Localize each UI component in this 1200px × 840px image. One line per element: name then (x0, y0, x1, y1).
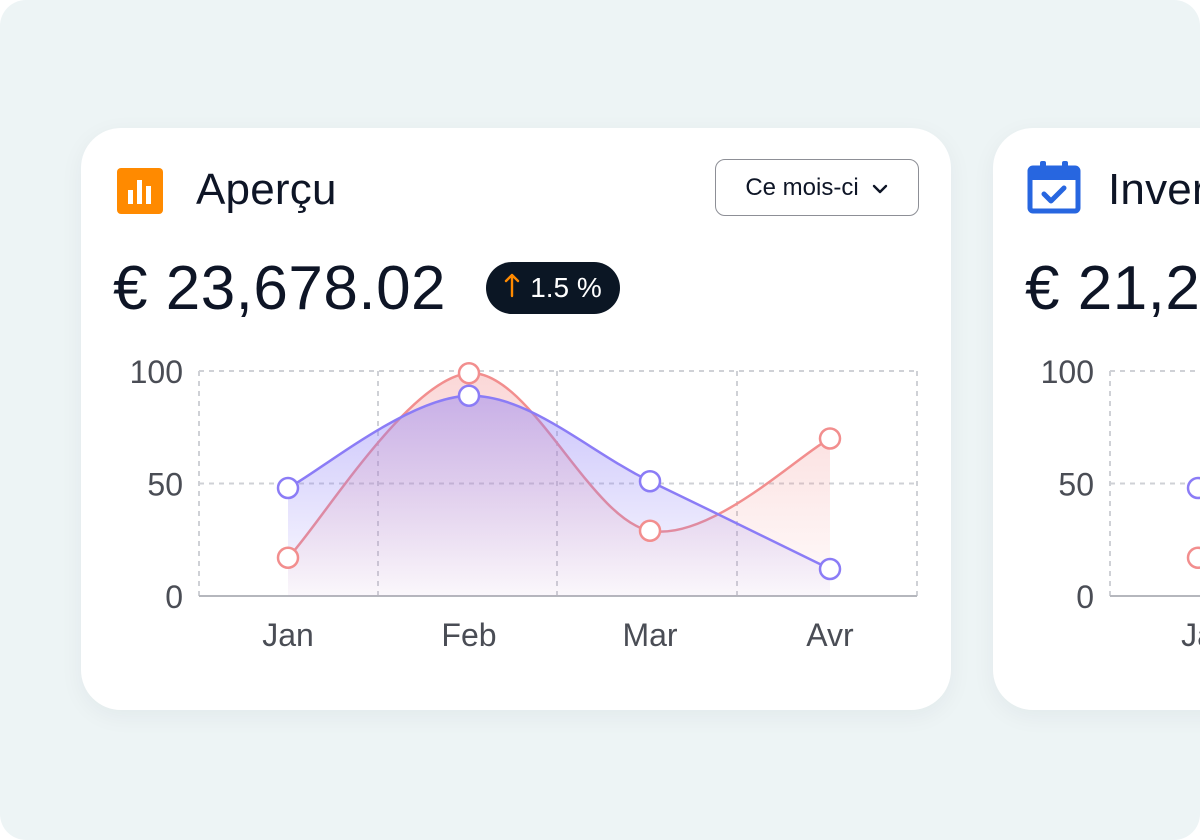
y-tick-label: 50 (1058, 467, 1094, 503)
card-title: Inver (1108, 165, 1200, 214)
arrow-up-icon (504, 272, 520, 305)
y-tick-label: 100 (130, 358, 183, 390)
x-tick-label: Feb (441, 617, 496, 653)
series-area (288, 395, 830, 596)
data-point (818, 557, 842, 581)
data-point (457, 362, 481, 385)
data-point (818, 427, 842, 450)
overview-card: Aperçu Ce mois-ci € 23,678.02 1.5 % 0 50 1… (81, 128, 951, 710)
y-tick-label: 0 (165, 579, 183, 615)
data-point (276, 546, 300, 569)
period-dropdown-label: Ce mois-ci (745, 173, 859, 201)
calendar-check-icon (1027, 160, 1081, 214)
x-tick-label: Ja (1181, 617, 1200, 653)
bar-chart-icon (117, 168, 163, 214)
chevron-down-icon (871, 174, 889, 202)
data-point (1186, 546, 1200, 569)
data-point (276, 476, 300, 500)
data-point (638, 470, 662, 493)
card-title: Aperçu (196, 165, 337, 214)
x-tick-label: Mar (622, 617, 677, 653)
total-amount: € 23,678.02 (113, 254, 447, 323)
total-amount: € 21,27 (1025, 254, 1200, 323)
data-point (457, 384, 481, 407)
y-tick-label: 50 (147, 467, 183, 503)
x-tick-label: Jan (262, 617, 314, 653)
y-tick-label: 100 (1041, 358, 1094, 390)
y-tick-label: 0 (1076, 579, 1094, 615)
investment-chart: 0 50 100 Ja (1041, 358, 1200, 653)
change-value: 1.5 % (530, 272, 602, 303)
data-point (638, 519, 662, 542)
overview-chart: 0 50 100 Jan Feb Mar Avr (130, 358, 918, 653)
data-point (1186, 476, 1200, 500)
series-line (287, 394, 831, 571)
investment-card: Inver € 21,27 0 50 100 Ja (993, 128, 1200, 710)
change-badge: 1.5 % (486, 262, 620, 314)
period-dropdown[interactable]: Ce mois-ci (715, 159, 919, 216)
x-tick-label: Avr (806, 617, 854, 653)
